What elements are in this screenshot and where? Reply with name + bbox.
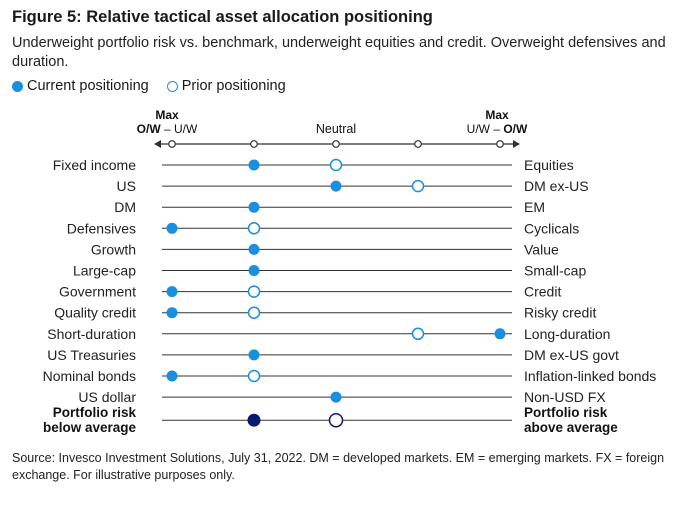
legend-current-label: Current positioning <box>27 78 149 94</box>
row-left-label: US dollar <box>78 389 136 405</box>
prior-positioning-marker-icon <box>166 80 178 92</box>
current-position-point <box>494 328 506 340</box>
current-position-point <box>166 222 178 234</box>
row-right-label: Equities <box>524 157 574 173</box>
row-right-label: Credit <box>524 284 561 300</box>
row-left-label: US Treasuries <box>47 347 136 363</box>
current-position-point <box>248 159 260 171</box>
row-left-label: Large-cap <box>73 263 136 279</box>
row-right-label: Small-cap <box>524 263 586 279</box>
current-position-point <box>248 349 260 361</box>
row-left-label: Quality credit <box>54 305 136 321</box>
figure-subtitle: Underweight portfolio risk vs. benchmark… <box>12 35 666 70</box>
scale-right-label: U/W – O/W <box>467 122 528 136</box>
scale-right-ow-label: O/W <box>503 122 528 136</box>
prior-position-point <box>247 306 261 319</box>
prior-position-point <box>411 179 425 193</box>
current-position-point <box>248 243 260 255</box>
scale-left-label: O/W – U/W <box>137 122 198 136</box>
legend: Current positioning Prior positioning <box>12 78 286 94</box>
risk-right-label-line2: above average <box>524 420 618 435</box>
scale-left-max-label: Max <box>155 108 179 122</box>
current-position-point <box>330 180 342 192</box>
risk-left-label-line1: Portfolio risk <box>53 405 137 420</box>
row-left-label: DM <box>114 199 136 215</box>
prior-position-point <box>247 285 261 298</box>
scale-neutral-label: Neutral <box>316 122 356 136</box>
scale-tick-marker <box>496 140 504 148</box>
current-position-point <box>330 391 342 403</box>
scale-right-max-label: Max <box>485 108 509 122</box>
risk-current-position-point <box>247 413 261 427</box>
row-right-label: Long-duration <box>524 326 610 342</box>
row-left-label: Defensives <box>67 220 136 236</box>
scale-left-uw-label: – U/W <box>161 122 198 136</box>
current-position-point <box>166 286 178 298</box>
scale-left-arrow-icon <box>154 140 161 148</box>
row-right-label: Risky credit <box>524 305 596 321</box>
current-position-point <box>248 201 260 213</box>
row-right-label: DM ex-US <box>524 178 589 194</box>
risk-right-label-line1: Portfolio risk <box>524 405 608 420</box>
row-right-label: Value <box>524 241 559 257</box>
risk-left-label-line2: below average <box>43 420 137 435</box>
current-position-point <box>166 307 178 319</box>
current-positioning-marker-icon <box>12 80 23 92</box>
figure-title: Figure 5: Relative tactical asset alloca… <box>12 8 433 26</box>
row-left-label: Short-duration <box>47 326 136 342</box>
row-left-label: Fixed income <box>53 157 136 173</box>
prior-position-point <box>411 327 425 341</box>
scale-tick-marker <box>168 140 176 148</box>
scale-tick-marker <box>332 140 340 148</box>
scale-left-ow-label: O/W <box>137 122 162 136</box>
row-right-label: EM <box>524 199 545 215</box>
risk-prior-position-point <box>328 412 344 428</box>
prior-position-point <box>247 222 261 235</box>
prior-position-point <box>247 369 261 383</box>
scale-right-uw-label: U/W – <box>467 122 504 136</box>
row-right-label: Inflation-linked bonds <box>524 368 656 384</box>
scale-right-arrow-icon <box>513 140 520 148</box>
row-left-label: Nominal bonds <box>43 368 136 384</box>
row-right-label: Non-USD FX <box>524 389 606 405</box>
row-left-label: Growth <box>91 241 136 257</box>
row-left-label: US <box>117 178 136 194</box>
prior-position-point <box>329 158 343 172</box>
current-position-point <box>248 265 260 276</box>
scale-tick-marker <box>414 140 422 148</box>
current-position-point <box>166 370 178 382</box>
row-right-label: DM ex-US govt <box>524 347 619 363</box>
row-right-label: Cyclicals <box>524 220 579 236</box>
row-left-label: Government <box>59 284 136 300</box>
scale-tick-marker <box>250 140 258 148</box>
source-note: Source: Invesco Investment Solutions, Ju… <box>12 451 665 482</box>
legend-prior-label: Prior positioning <box>181 78 286 94</box>
